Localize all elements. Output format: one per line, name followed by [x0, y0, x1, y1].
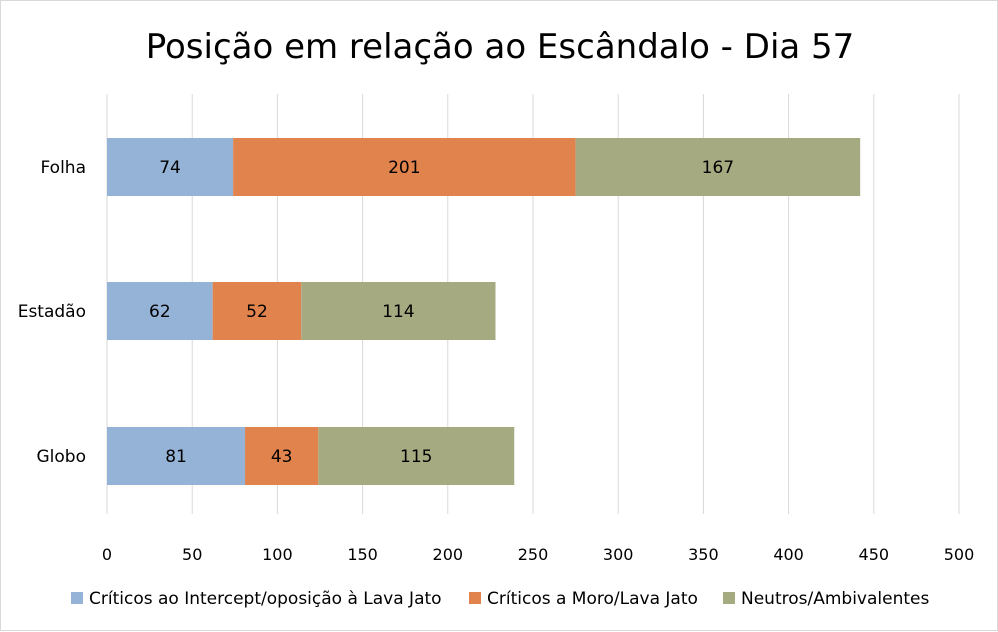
category-label: Globo	[37, 447, 87, 467]
legend-label: Críticos a Moro/Lava Jato	[487, 589, 698, 609]
chart-title: Posição em relação ao Escândalo - Dia 57	[146, 27, 855, 67]
bar-segment	[301, 282, 496, 340]
data-labels: 74 201 167 62 52 114 81 43 115	[149, 158, 734, 467]
x-tick-label: 100	[262, 545, 293, 564]
x-tick-label: 400	[773, 545, 804, 564]
bar-segment	[107, 282, 213, 340]
legend-label: Críticos ao Intercept/oposição à Lava Ja…	[89, 589, 442, 609]
axes: 0 50 100 150 200 250 300 350 400 450 500 Folha Estad…	[18, 158, 975, 564]
x-tick-label: 500	[944, 545, 975, 564]
legend-swatch	[723, 592, 735, 604]
legend: Críticos ao Intercept/oposição à Lava Ja…	[71, 589, 929, 609]
x-tick-label: 150	[347, 545, 378, 564]
data-label: 74	[159, 158, 181, 178]
bar-segment	[575, 138, 861, 196]
x-tick-label: 350	[688, 545, 719, 564]
data-label: 81	[165, 447, 187, 467]
x-tick-label: 300	[603, 545, 634, 564]
x-tick-label: 200	[433, 545, 464, 564]
x-tick-label: 50	[182, 545, 202, 564]
legend-swatch	[71, 592, 83, 604]
data-label: 115	[400, 447, 432, 467]
data-label: 114	[382, 302, 414, 322]
data-label: 43	[271, 447, 293, 467]
bar-segment	[245, 427, 319, 485]
bar-segment	[107, 138, 234, 196]
legend-label: Neutros/Ambivalentes	[741, 589, 929, 609]
bar-segment	[318, 427, 515, 485]
category-label: Estadão	[18, 302, 86, 322]
x-tick-label: 250	[518, 545, 549, 564]
x-tick-label: 450	[859, 545, 890, 564]
data-label: 167	[702, 158, 734, 178]
category-label: Folha	[41, 158, 87, 178]
bar-segment	[212, 282, 302, 340]
x-tick-label: 0	[102, 545, 112, 564]
data-label: 52	[246, 302, 268, 322]
bar-segment	[107, 427, 246, 485]
bar-segment	[233, 138, 576, 196]
data-label: 62	[149, 302, 171, 322]
legend-swatch	[469, 592, 481, 604]
data-label: 201	[388, 158, 420, 178]
bars	[107, 138, 861, 485]
